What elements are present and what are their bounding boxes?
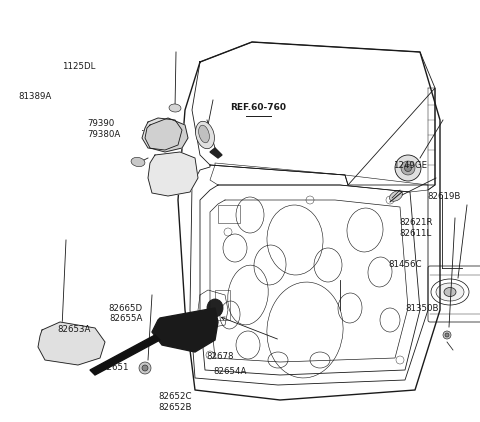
Polygon shape [148,152,198,196]
Ellipse shape [444,287,456,297]
Ellipse shape [445,333,449,337]
Ellipse shape [195,121,215,149]
Polygon shape [142,118,182,150]
Text: 79390
79380A: 79390 79380A [87,119,120,139]
Text: 1249GE: 1249GE [393,161,428,170]
Polygon shape [152,308,218,352]
Ellipse shape [405,165,411,171]
Polygon shape [90,335,160,375]
Text: 81389A: 81389A [18,92,51,101]
Text: 82665D
82655A: 82665D 82655A [108,304,143,323]
Polygon shape [145,118,188,152]
Ellipse shape [390,191,402,201]
Text: 82651: 82651 [101,363,129,372]
Ellipse shape [199,125,209,143]
Ellipse shape [169,104,181,112]
Ellipse shape [401,161,415,175]
Text: 82653A: 82653A [58,325,91,334]
Ellipse shape [139,362,151,374]
Ellipse shape [47,330,57,340]
Ellipse shape [142,365,148,371]
Polygon shape [210,148,222,158]
Ellipse shape [443,331,451,339]
Text: REF.60-760: REF.60-760 [230,103,286,111]
Text: 81350B: 81350B [406,304,439,313]
Text: 82678: 82678 [206,352,234,360]
Bar [215,290,230,320]
Ellipse shape [80,350,90,360]
Ellipse shape [131,157,145,167]
Ellipse shape [436,283,464,301]
Text: 82652C
82652B: 82652C 82652B [158,392,192,412]
Text: 82654A: 82654A [214,367,247,376]
Ellipse shape [49,333,55,338]
Text: 81456C: 81456C [389,260,422,269]
Ellipse shape [207,299,223,317]
Text: 1125DL: 1125DL [62,62,96,71]
Text: 82621R
82611L: 82621R 82611L [399,218,433,238]
Text: 82619B: 82619B [427,192,461,201]
Polygon shape [38,322,105,365]
Ellipse shape [83,352,87,357]
Ellipse shape [395,155,421,181]
Bar [218,205,240,223]
